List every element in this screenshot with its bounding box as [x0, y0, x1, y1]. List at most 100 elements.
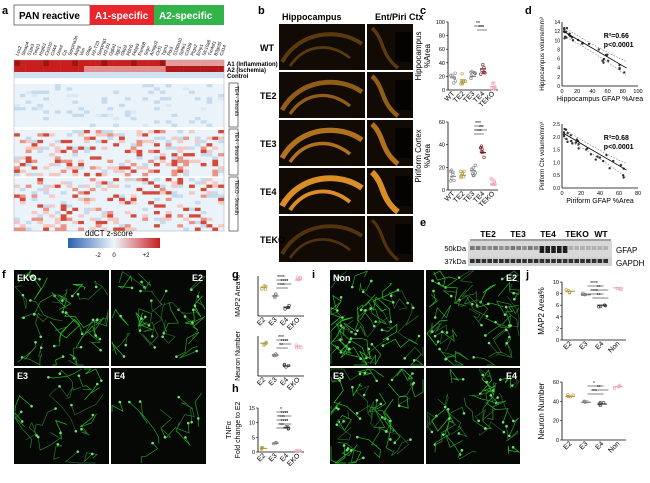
- neurite: [500, 374, 512, 389]
- heatmap-cell: [101, 197, 108, 202]
- heatmap-cell: [119, 204, 126, 208]
- heatmap-cell: [142, 117, 149, 121]
- heatmap-cell: [165, 103, 172, 108]
- heatmap-cell: [84, 184, 91, 189]
- heatmap-cell: [159, 172, 166, 177]
- heatmap-cell: [124, 100, 131, 104]
- neuron-soma: [47, 375, 50, 379]
- heatmap-cell: [107, 214, 114, 218]
- heatmap-cell: [159, 217, 166, 222]
- heatmap-cell: [89, 211, 96, 215]
- neurite: [48, 368, 82, 379]
- neurite: [330, 302, 343, 318]
- heatmap-cell: [183, 110, 190, 114]
- neuron-soma: [164, 289, 168, 293]
- gene-label: H2-D1: [102, 42, 111, 57]
- neurite: [75, 325, 98, 348]
- heatmap-cell: [154, 191, 161, 195]
- hippocampus-signal: [288, 189, 352, 212]
- heatmap-cell: [14, 172, 21, 177]
- heatmap-cell: [183, 156, 190, 160]
- sig-label: ****: [474, 129, 482, 135]
- gfap-band: [574, 246, 579, 250]
- heatmap-cell: [171, 146, 178, 150]
- p-value-label: p<0.0001: [604, 144, 634, 151]
- neuron-soma: [379, 402, 383, 406]
- neuron-soma: [512, 291, 515, 295]
- heatmap-cell: [212, 172, 219, 177]
- neurite: [476, 302, 504, 309]
- heatmap-cell: [189, 130, 196, 134]
- heatmap-cell: [84, 117, 91, 121]
- gapdh-band: [539, 259, 545, 263]
- heatmap-cell: [159, 204, 166, 208]
- heatmap-cell: [25, 166, 32, 170]
- heatmap-cell: [95, 169, 102, 174]
- heatmap-cell: [31, 103, 38, 108]
- heatmap-cell: [148, 60, 155, 67]
- data-point: [263, 287, 268, 291]
- heatmap-cell: [25, 181, 32, 185]
- neuron-soma: [76, 292, 80, 296]
- neuron-soma: [130, 286, 134, 290]
- heatmap-cell: [183, 143, 190, 147]
- neurite: [111, 308, 129, 326]
- heatmap-cell: [72, 60, 79, 67]
- heatmap-cell: [60, 84, 67, 88]
- heatmap-cell: [177, 166, 184, 170]
- heatmap-cell: [206, 159, 213, 164]
- gene-label: Amigo2: [149, 40, 159, 57]
- heatmap-cell: [194, 204, 201, 208]
- heatmap-cell: [19, 117, 26, 121]
- y-tick-label: 60: [553, 380, 559, 386]
- heatmap-cell: [72, 87, 79, 91]
- neuron-soma: [80, 427, 83, 431]
- neurite: [84, 317, 104, 334]
- neuron-soma: [151, 441, 154, 445]
- data-point: [472, 173, 476, 177]
- heatmap-cell: [43, 181, 50, 185]
- panel-b: b Hippocampus Ent/Piri Ctx WTTE2TE3TE4TE…: [258, 5, 424, 262]
- neurite: [14, 411, 25, 428]
- heatmap-cell: [189, 197, 196, 202]
- heatmap-cell: [177, 84, 184, 88]
- heatmap-cell: [165, 194, 172, 198]
- data-point: [581, 42, 584, 45]
- heatmap-cell: [43, 97, 50, 101]
- heatmap-cell: [165, 133, 172, 137]
- heatmap-cell: [101, 113, 108, 118]
- heatmap-cell: [95, 211, 102, 215]
- neuron-soma: [34, 340, 37, 344]
- neurite: [162, 319, 176, 344]
- heatmap-cell: [19, 197, 26, 202]
- heatmap-cell: [142, 201, 149, 205]
- heatmap-cell: [171, 166, 178, 170]
- heatmap-cell: [183, 207, 190, 212]
- heatmap-cell: [31, 187, 38, 192]
- heatmap-cell: [218, 220, 225, 225]
- heatmap-cell: [154, 207, 161, 212]
- gene-label: B3gnt5: [213, 41, 223, 57]
- heatmap-cell: [206, 187, 213, 192]
- heatmap-cell: [177, 227, 184, 231]
- neuron-soma: [22, 316, 25, 320]
- data-point: [601, 59, 604, 62]
- neuron-soma: [150, 299, 153, 302]
- heatmap-cell: [148, 117, 155, 121]
- heatmap-cell: [154, 227, 161, 231]
- heatmap-cell: [60, 117, 67, 121]
- heatmap-cell: [66, 103, 73, 108]
- heatmap-cell: [43, 153, 50, 157]
- gene-label: Serping1: [96, 37, 107, 56]
- heatmap-cell: [154, 123, 161, 128]
- heatmap-cell: [130, 214, 137, 218]
- neuron-soma: [31, 275, 34, 278]
- heatmap-cell: [60, 110, 67, 114]
- neuron-soma: [511, 446, 515, 449]
- heatmap-cell: [72, 181, 79, 185]
- heatmap-cell: [95, 93, 102, 98]
- heatmap-cell: [31, 163, 38, 167]
- heatmap-cell: [101, 163, 108, 167]
- heatmap-cell: [101, 72, 108, 79]
- heatmap-cell: [49, 214, 56, 218]
